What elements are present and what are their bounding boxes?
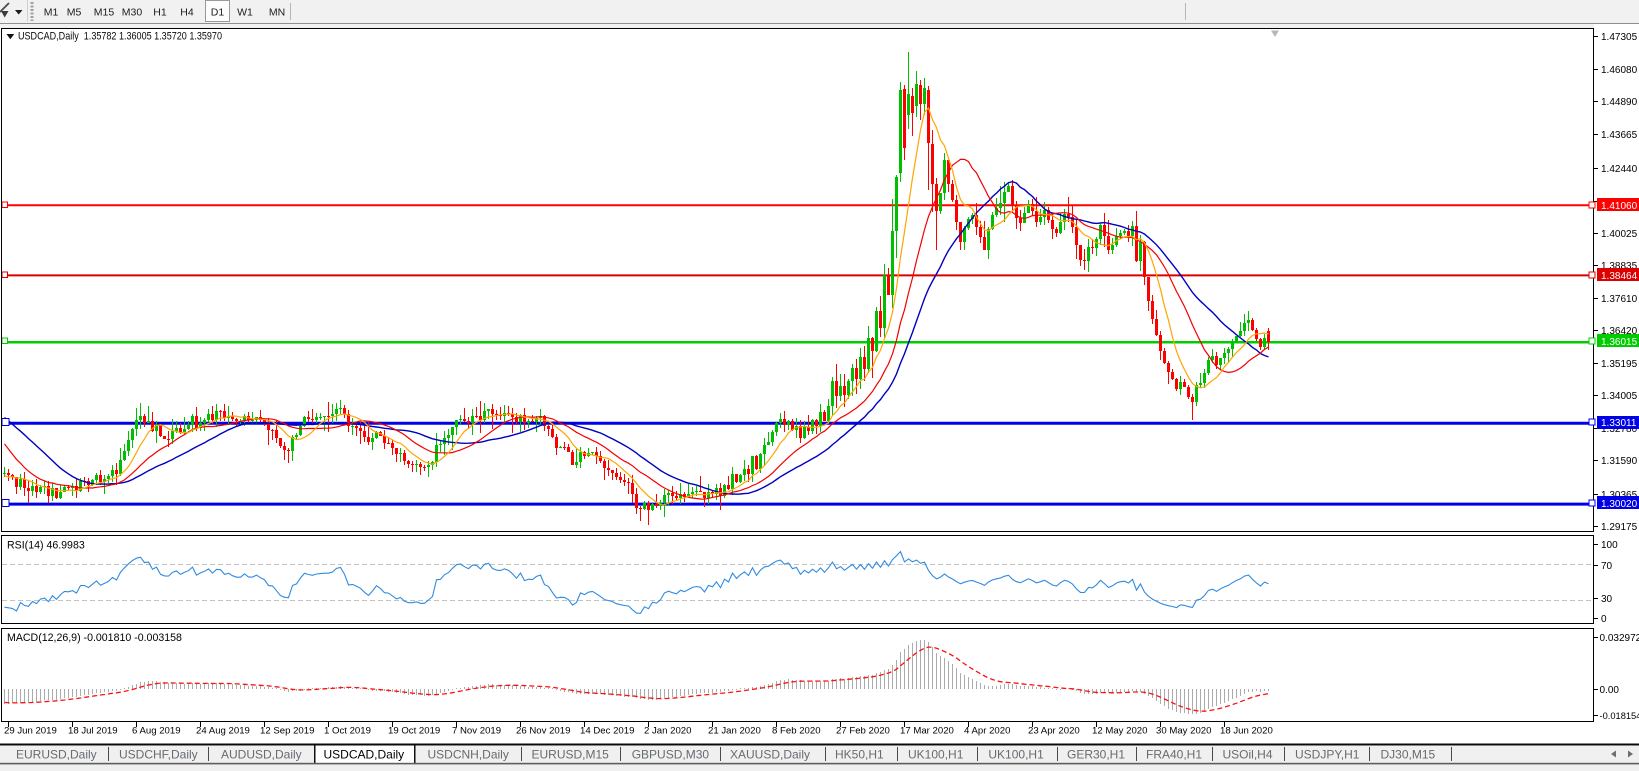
svg-text:DJ30,M15: DJ30,M15 bbox=[1381, 748, 1436, 762]
svg-text:1.40025: 1.40025 bbox=[1601, 229, 1638, 240]
svg-text:AUDUSD,Daily: AUDUSD,Daily bbox=[221, 748, 302, 762]
svg-text:FRA40,H1: FRA40,H1 bbox=[1146, 748, 1202, 762]
svg-text:MACD(12,26,9) -0.001810 -0.003: MACD(12,26,9) -0.001810 -0.003158 bbox=[7, 632, 182, 644]
svg-text:1.29175: 1.29175 bbox=[1601, 522, 1638, 533]
svg-text:EURUSD,M15: EURUSD,M15 bbox=[532, 748, 610, 762]
svg-text:EURUSD,Daily: EURUSD,Daily bbox=[16, 748, 97, 762]
svg-text:M1: M1 bbox=[44, 7, 59, 19]
svg-text:18 Jul 2019: 18 Jul 2019 bbox=[68, 726, 118, 737]
svg-text:UK100,H1: UK100,H1 bbox=[908, 748, 964, 762]
svg-text:18 Jun 2020: 18 Jun 2020 bbox=[1220, 726, 1273, 737]
svg-text:XAUUSD,Daily: XAUUSD,Daily bbox=[730, 748, 810, 762]
svg-text:1.36015: 1.36015 bbox=[1601, 337, 1638, 348]
svg-text:1.46080: 1.46080 bbox=[1601, 65, 1638, 76]
svg-text:30: 30 bbox=[1601, 594, 1613, 605]
svg-text:USDCAD,Daily: USDCAD,Daily bbox=[324, 748, 405, 762]
svg-text:USOil,H4: USOil,H4 bbox=[1223, 748, 1273, 762]
svg-text:M15: M15 bbox=[94, 7, 115, 19]
svg-text:70: 70 bbox=[1601, 561, 1613, 572]
svg-text:1.30020: 1.30020 bbox=[1601, 499, 1638, 510]
svg-text:H4: H4 bbox=[180, 7, 194, 19]
svg-text:GER30,H1: GER30,H1 bbox=[1067, 748, 1125, 762]
svg-text:W1: W1 bbox=[237, 7, 253, 19]
svg-text:4 Apr 2020: 4 Apr 2020 bbox=[964, 726, 1010, 737]
svg-text:1.33011: 1.33011 bbox=[1601, 418, 1637, 429]
svg-text:1.44890: 1.44890 bbox=[1601, 97, 1638, 108]
svg-text:H1: H1 bbox=[153, 7, 167, 19]
svg-text:HK50,H1: HK50,H1 bbox=[835, 748, 884, 762]
svg-text:USDJPY,H1: USDJPY,H1 bbox=[1295, 748, 1360, 762]
svg-text:GBPUSD,M30: GBPUSD,M30 bbox=[632, 748, 710, 762]
svg-text:17 Mar 2020: 17 Mar 2020 bbox=[900, 726, 954, 737]
svg-text:26 Nov 2019: 26 Nov 2019 bbox=[516, 726, 570, 737]
svg-text:USDCNH,Daily: USDCNH,Daily bbox=[428, 748, 509, 762]
svg-text:12 May 2020: 12 May 2020 bbox=[1092, 726, 1147, 737]
svg-text:MN: MN bbox=[269, 7, 285, 19]
svg-text:1.35195: 1.35195 bbox=[1601, 359, 1638, 370]
svg-text:1.42440: 1.42440 bbox=[1601, 164, 1638, 175]
svg-text:12 Sep 2019: 12 Sep 2019 bbox=[260, 726, 314, 737]
svg-text:1.31590: 1.31590 bbox=[1601, 456, 1638, 467]
svg-text:1.34005: 1.34005 bbox=[1601, 391, 1638, 402]
svg-text:USDCAD,Daily 1.35782 1.36005: USDCAD,Daily 1.35782 1.36005 1.35720 1.3… bbox=[18, 31, 222, 43]
svg-text:24 Aug 2019: 24 Aug 2019 bbox=[196, 726, 250, 737]
svg-text:1.38464: 1.38464 bbox=[1601, 271, 1638, 282]
svg-text:30 May 2020: 30 May 2020 bbox=[1156, 726, 1211, 737]
svg-text:29 Jun 2019: 29 Jun 2019 bbox=[4, 726, 57, 737]
svg-text:RSI(14) 46.9983: RSI(14) 46.9983 bbox=[7, 540, 85, 552]
svg-text:1.37610: 1.37610 bbox=[1601, 294, 1638, 305]
svg-text:27 Feb 2020: 27 Feb 2020 bbox=[836, 726, 890, 737]
svg-text:UK100,H1: UK100,H1 bbox=[988, 748, 1044, 762]
svg-text:100: 100 bbox=[1601, 540, 1618, 551]
svg-text:23 Apr 2020: 23 Apr 2020 bbox=[1028, 726, 1080, 737]
svg-text:M5: M5 bbox=[67, 7, 82, 19]
svg-text:8 Feb 2020: 8 Feb 2020 bbox=[772, 726, 821, 737]
svg-text:7 Nov 2019: 7 Nov 2019 bbox=[452, 726, 501, 737]
svg-text:0.032972: 0.032972 bbox=[1600, 633, 1639, 644]
svg-text:19 Oct 2019: 19 Oct 2019 bbox=[388, 726, 440, 737]
svg-text:14 Dec 2019: 14 Dec 2019 bbox=[580, 726, 634, 737]
svg-text:0: 0 bbox=[1601, 614, 1607, 625]
svg-text:21 Jan 2020: 21 Jan 2020 bbox=[708, 726, 761, 737]
svg-text:M30: M30 bbox=[122, 7, 143, 19]
svg-text:1.43665: 1.43665 bbox=[1601, 130, 1638, 141]
svg-text:USDCHF,Daily: USDCHF,Daily bbox=[119, 748, 198, 762]
svg-text:2 Jan 2020: 2 Jan 2020 bbox=[644, 726, 691, 737]
svg-text:1.41060: 1.41060 bbox=[1601, 201, 1638, 212]
svg-text:D1: D1 bbox=[211, 7, 225, 19]
svg-text:1 Oct 2019: 1 Oct 2019 bbox=[324, 726, 371, 737]
svg-text:-0.018154: -0.018154 bbox=[1600, 711, 1639, 721]
svg-text:1.47305: 1.47305 bbox=[1601, 32, 1638, 43]
svg-text:0.00: 0.00 bbox=[1600, 685, 1620, 696]
svg-text:6 Aug 2019: 6 Aug 2019 bbox=[132, 726, 181, 737]
